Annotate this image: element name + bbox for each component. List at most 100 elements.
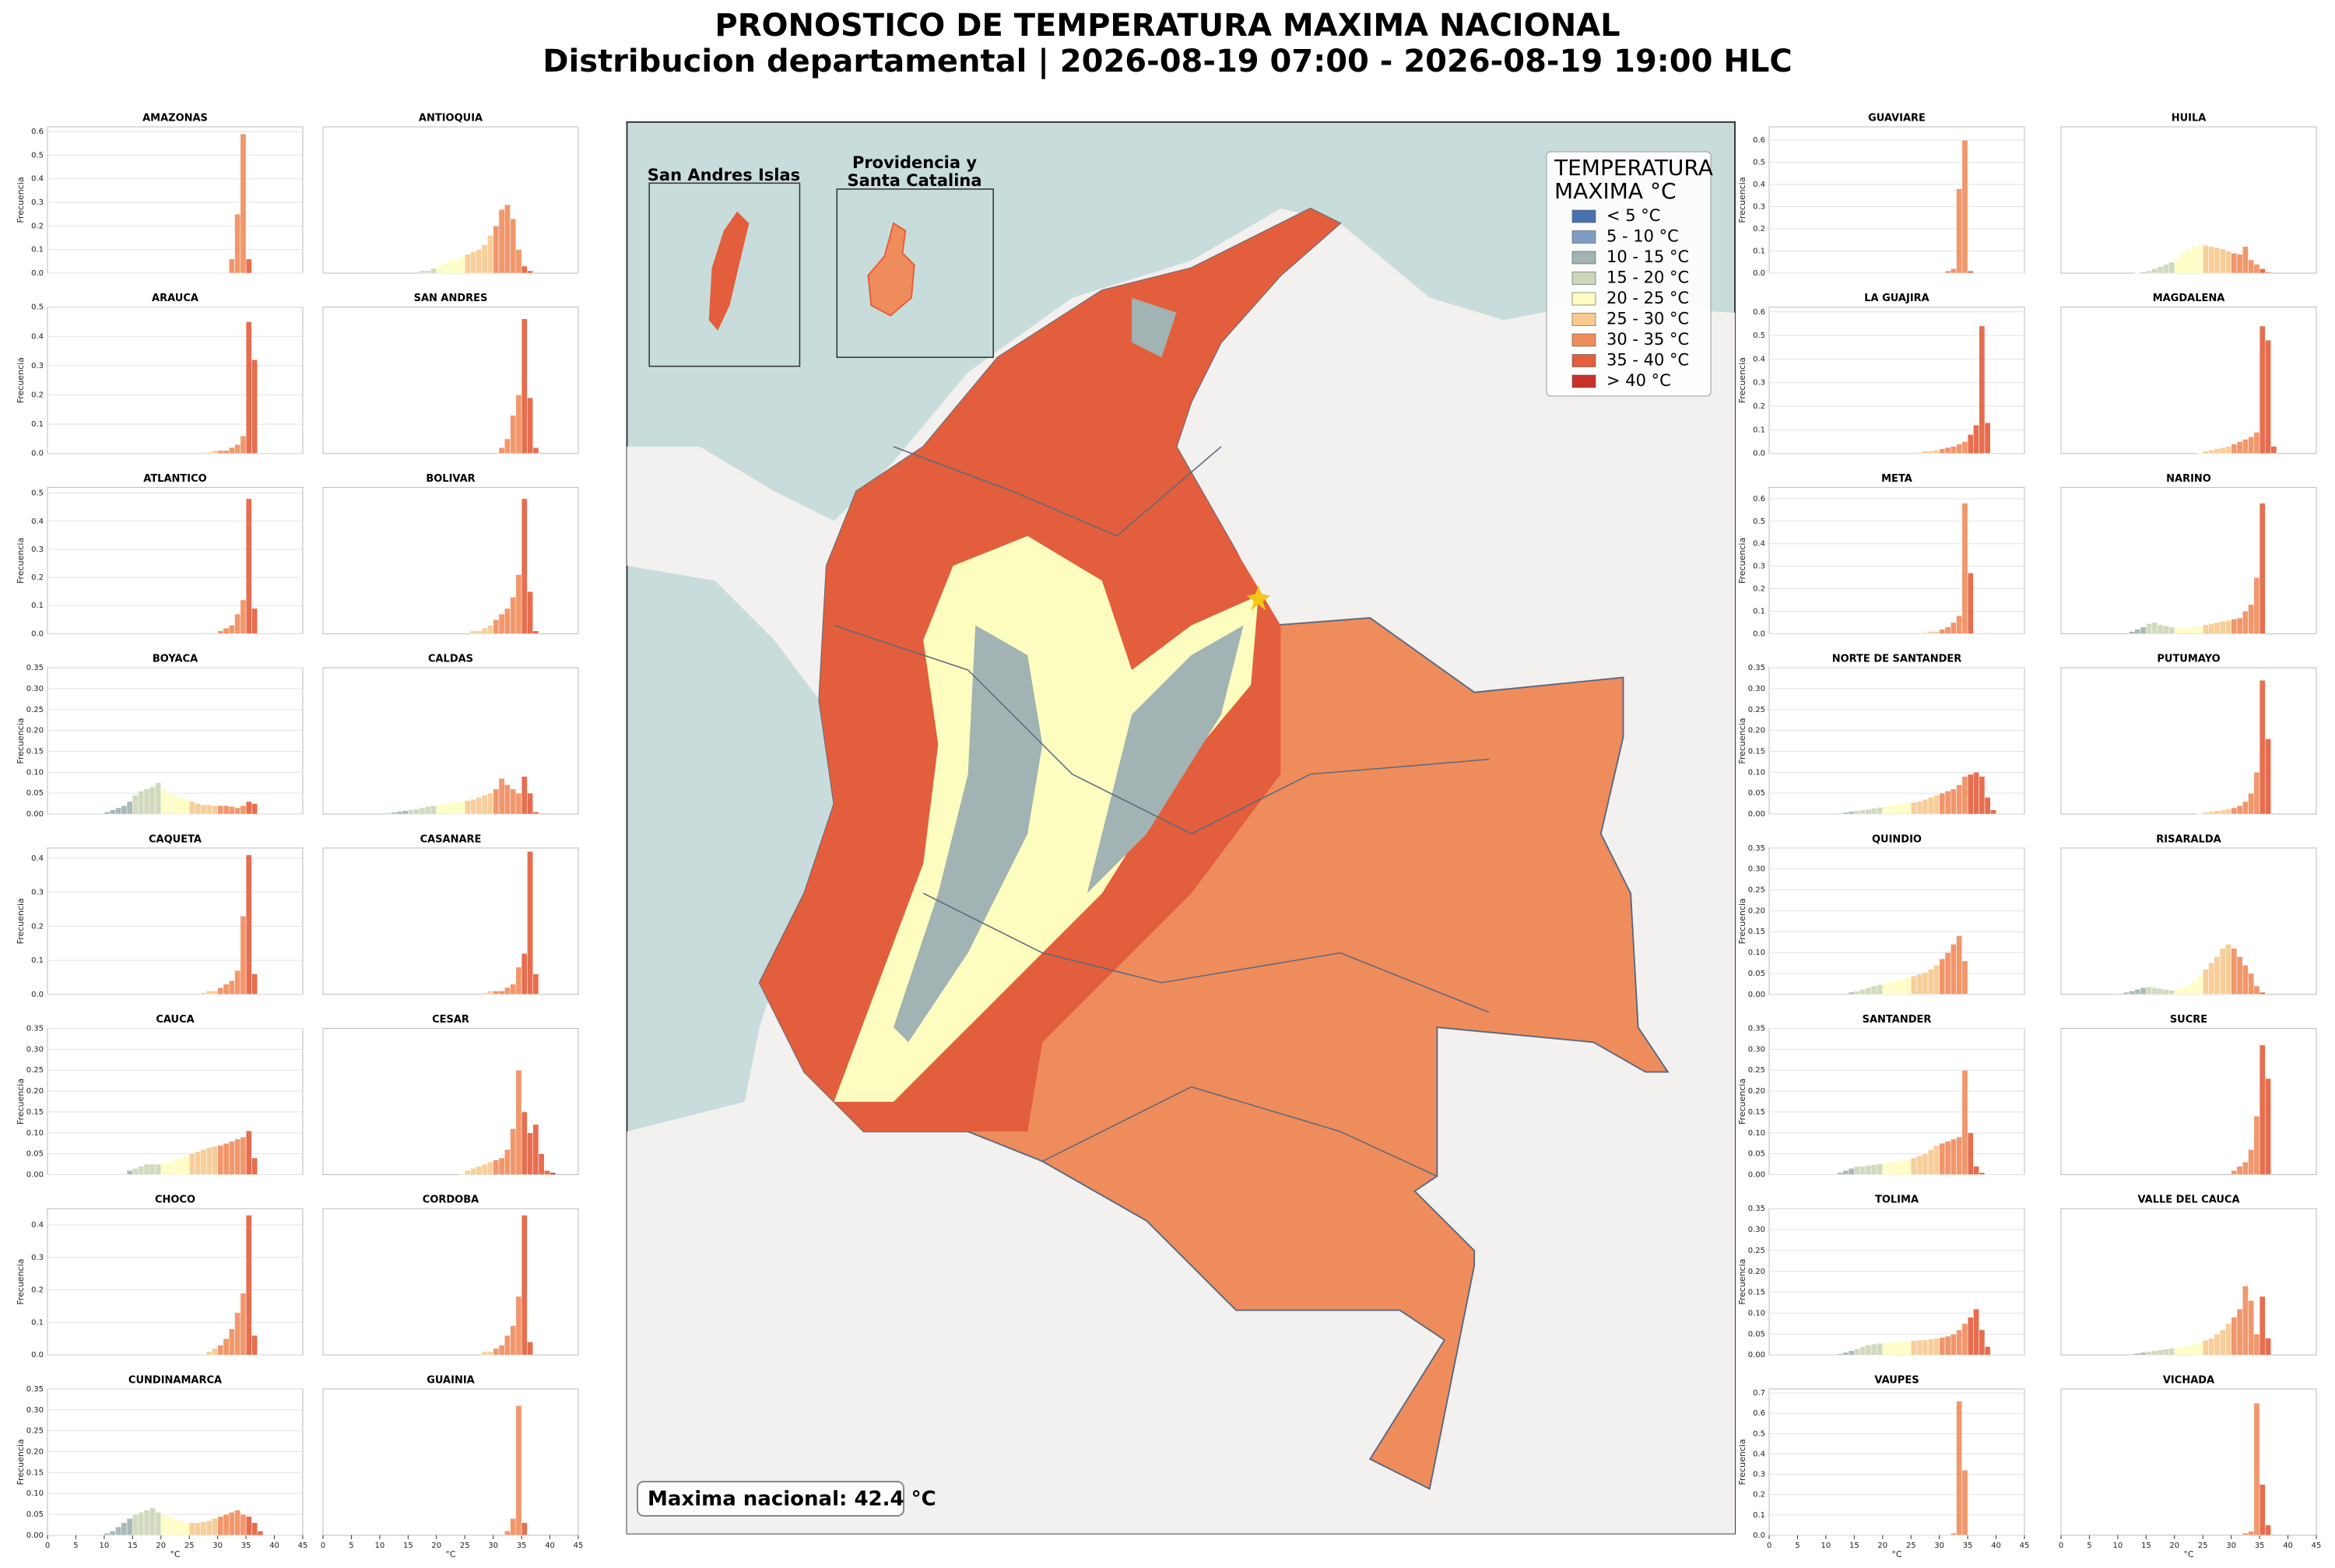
panel-frame (322, 847, 579, 995)
bar (2214, 956, 2221, 995)
x-tick-label: 20 (156, 1542, 166, 1550)
y-tick-label: 0.2 (31, 222, 44, 230)
y-tick-label: 0.20 (26, 727, 44, 735)
bar (2236, 956, 2243, 995)
legend-swatch (1571, 230, 1596, 244)
bar (1967, 773, 1974, 815)
bar (493, 991, 500, 995)
panel-frame (2060, 1028, 2317, 1175)
bar (408, 809, 414, 815)
panel-title: HUILA (2172, 113, 2207, 125)
bar (212, 1518, 218, 1536)
bar (1877, 807, 1884, 815)
bar (2186, 627, 2192, 634)
x-tick-label: 5 (1795, 1542, 1800, 1550)
bar (240, 599, 247, 634)
y-tick-label: 0.25 (26, 1066, 44, 1075)
panel-frame (47, 667, 304, 815)
bar (2208, 811, 2215, 815)
bar (2219, 809, 2226, 815)
bar (1973, 1308, 1979, 1356)
bar (1990, 809, 1996, 815)
bar (487, 235, 493, 274)
bar (2162, 264, 2169, 274)
bar (2248, 1531, 2255, 1536)
bar (2202, 812, 2209, 815)
bar (104, 1532, 111, 1536)
bar (240, 1293, 247, 1356)
bar (1854, 1166, 1860, 1175)
x-tick-label: 35 (517, 1542, 527, 1550)
bar (481, 627, 488, 634)
inset-box (836, 188, 994, 358)
bar (2196, 626, 2203, 634)
bar (2253, 985, 2260, 995)
map-star (1246, 584, 1271, 611)
y-tick-label: 0.6 (1753, 136, 1765, 145)
bar (1882, 1163, 1889, 1175)
bar (115, 1526, 122, 1536)
bar (228, 447, 235, 454)
y-axis-label: Frecuencia (16, 1259, 26, 1305)
bar (487, 625, 493, 634)
bar (1984, 423, 1991, 454)
bar (205, 1520, 212, 1536)
panel-title: TOLIMA (1875, 1194, 1919, 1206)
bar (493, 619, 500, 634)
bar (1842, 812, 1849, 815)
bar (476, 249, 483, 274)
y-tick-label: 0.20 (1748, 907, 1765, 915)
bar (2265, 1524, 2271, 1536)
bar (212, 1145, 218, 1175)
bar (2208, 246, 2215, 274)
bar (2174, 989, 2181, 995)
y-tick-label: 0.10 (1748, 1309, 1765, 1317)
legend-label: 5 - 10 °C (1606, 227, 1679, 246)
bar (160, 1163, 167, 1175)
bar (166, 1516, 173, 1536)
y-tick-label: 0.15 (26, 748, 44, 756)
bar (504, 608, 511, 634)
bar (521, 1522, 528, 1536)
panel-frame (47, 126, 304, 274)
bar (1961, 441, 1968, 454)
y-tick-label: 0.0 (1753, 269, 1765, 278)
y-tick-label: 0.10 (1748, 1129, 1765, 1138)
bar (1944, 1141, 1951, 1175)
y-tick-label: 0.0 (31, 269, 44, 278)
y-tick-label: 0.15 (26, 1108, 44, 1117)
bar (2248, 973, 2255, 995)
x-tick-label: 40 (2283, 1542, 2293, 1550)
y-tick-label: 0.2 (31, 922, 44, 931)
panel-title: VICHADA (2163, 1374, 2214, 1386)
x-tick-label: 35 (1963, 1542, 1973, 1550)
bar (532, 973, 539, 995)
bar (1854, 810, 1860, 815)
legend-label: > 40 °C (1606, 371, 1671, 390)
bar (155, 1512, 162, 1536)
y-tick-label: 0.00 (1748, 1171, 1765, 1180)
panel-title: VAUPES (1874, 1374, 1919, 1386)
bar (234, 213, 241, 274)
y-tick-label: 0.0 (31, 450, 44, 458)
bar (2157, 266, 2164, 274)
x-tick-label: 0 (45, 1542, 50, 1550)
x-tick-label: 0 (321, 1542, 325, 1550)
bar (521, 265, 528, 274)
legend-swatch (1571, 374, 1596, 388)
panel-title: NARINO (2166, 473, 2211, 485)
bar (1950, 788, 1957, 815)
y-tick-label: 0.35 (1748, 1205, 1765, 1213)
bar (251, 360, 258, 454)
bar (109, 809, 116, 815)
y-tick-label: 0.00 (26, 810, 44, 819)
bar (1910, 975, 1917, 995)
bar (2242, 1533, 2249, 1536)
bar (205, 1351, 212, 1356)
bar (493, 1159, 500, 1175)
bar (1894, 1161, 1900, 1175)
bar (2253, 1116, 2260, 1175)
y-tick-label: 0.25 (1748, 706, 1765, 714)
bar (228, 980, 235, 995)
bar (2196, 975, 2203, 995)
